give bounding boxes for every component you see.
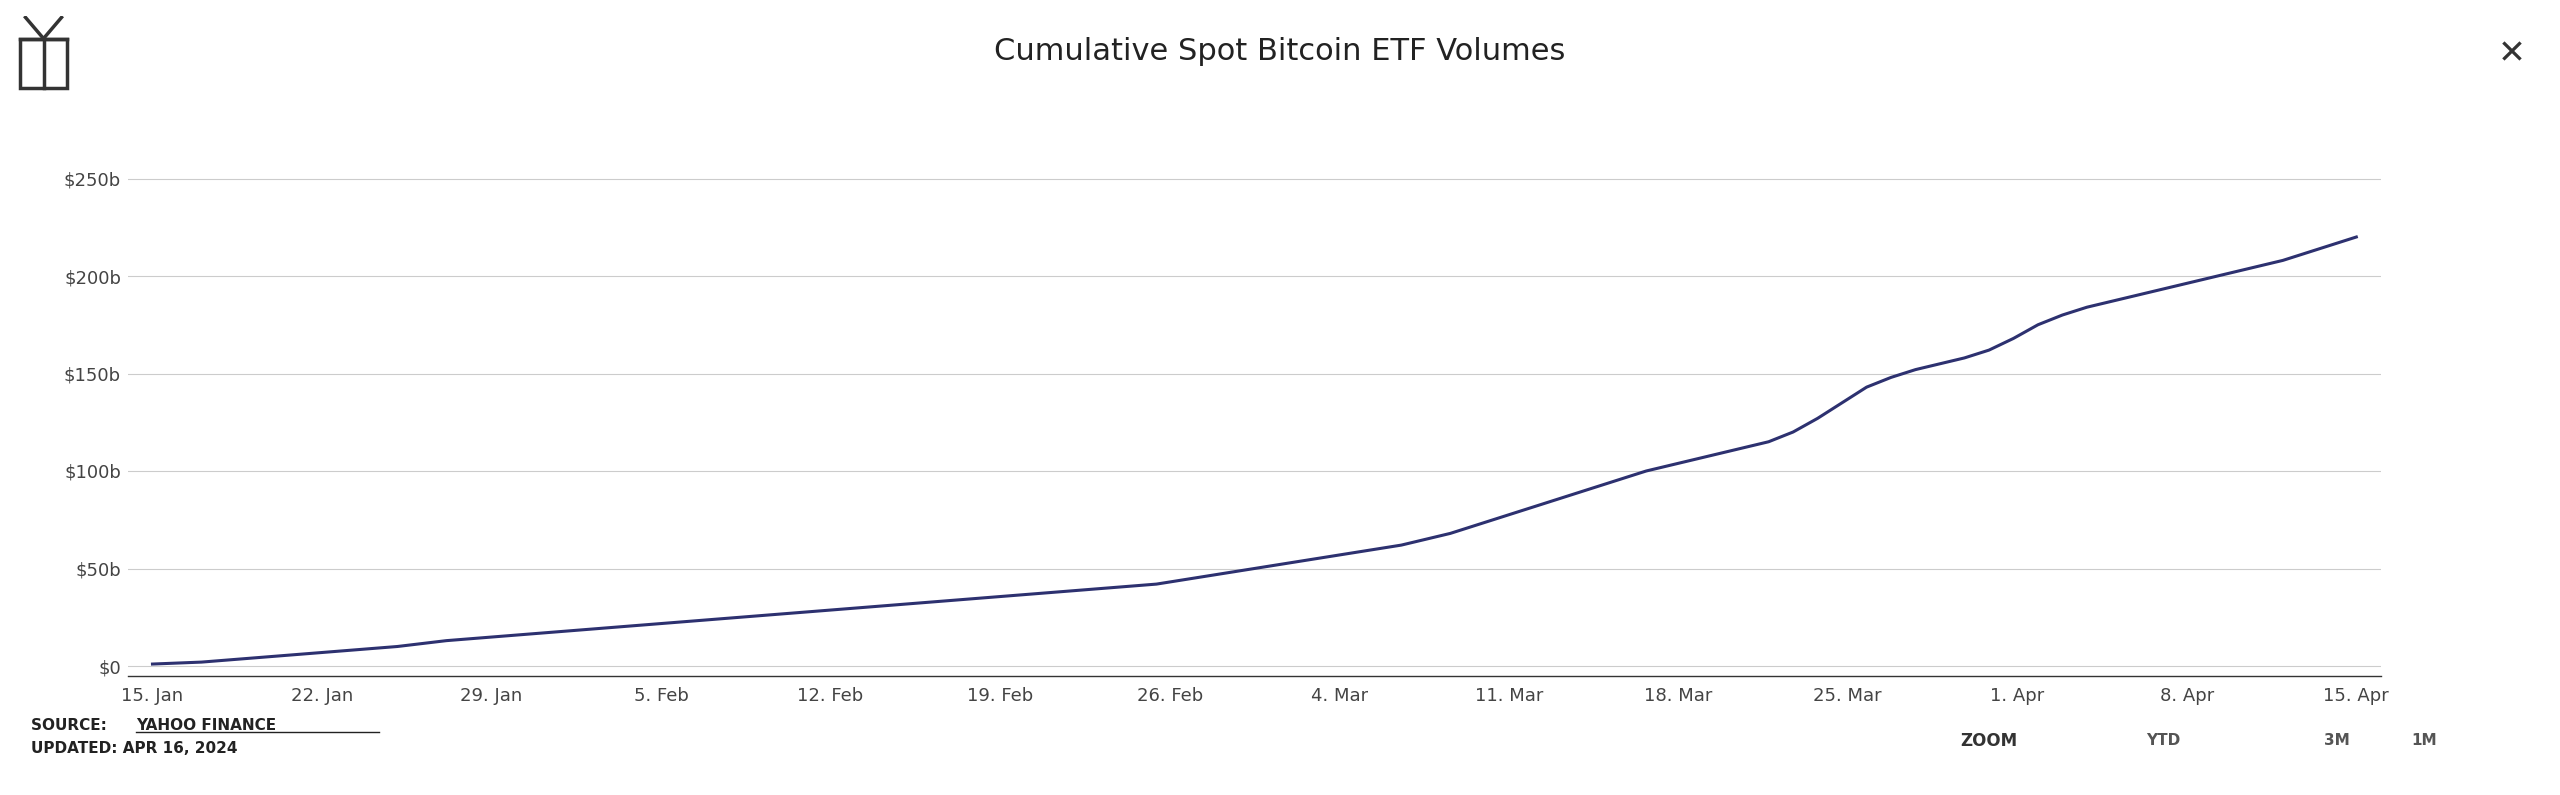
Text: ALL: ALL xyxy=(2061,734,2092,748)
Text: 3M: 3M xyxy=(2324,734,2350,748)
Text: SOURCE:: SOURCE: xyxy=(31,718,113,732)
Text: 1M: 1M xyxy=(2412,734,2437,748)
Text: ZOOM: ZOOM xyxy=(1961,732,2017,750)
Text: UPDATED: APR 16, 2024: UPDATED: APR 16, 2024 xyxy=(31,742,238,756)
Text: YTD: YTD xyxy=(2145,734,2181,748)
Text: Cumulative Spot Bitcoin ETF Volumes: Cumulative Spot Bitcoin ETF Volumes xyxy=(993,37,1567,66)
Text: ✕: ✕ xyxy=(2499,37,2524,70)
Text: YAHOO FINANCE: YAHOO FINANCE xyxy=(136,718,276,732)
